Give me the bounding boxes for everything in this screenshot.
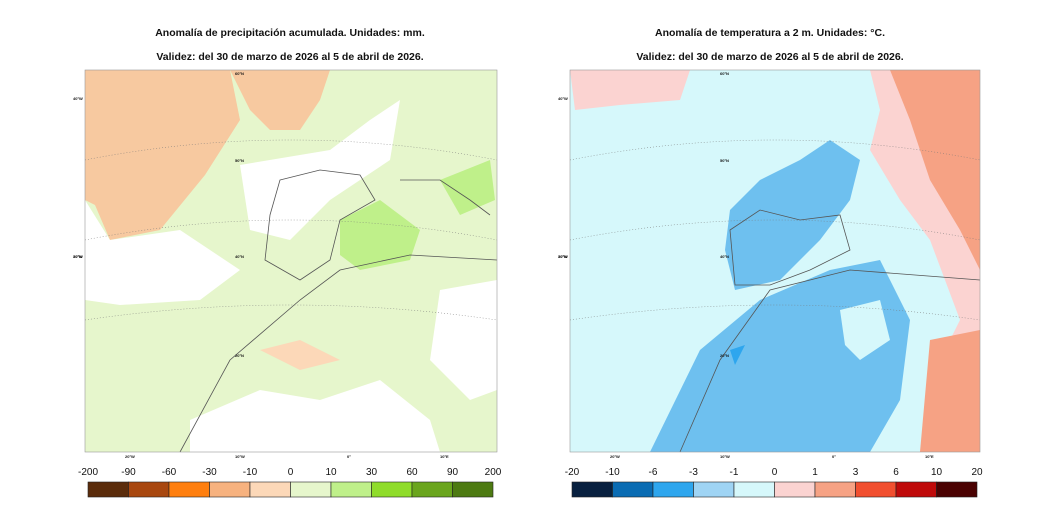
colorbar-swatch	[652, 481, 694, 498]
colorbar-label: -200	[78, 467, 98, 478]
subtitle: Validez: del 30 de marzo de 2026 al 5 de…	[156, 51, 423, 63]
colorbar-swatch	[855, 481, 897, 498]
colorbar-label: 0	[288, 467, 294, 478]
colorbar-label: 3	[853, 467, 859, 478]
colorbar-label: 200	[485, 467, 502, 478]
colorbar-swatch	[571, 481, 613, 498]
grid-label: 50°N	[720, 158, 729, 163]
colorbar-label: -30	[202, 467, 217, 478]
grid-label: 20°N	[720, 353, 729, 358]
graticule	[84, 139, 498, 321]
title: Anomalía de precipitación acumulada. Uni…	[155, 27, 425, 39]
colorbar-swatch	[452, 481, 494, 498]
colorbar-label: -1	[730, 467, 739, 478]
title: Anomalía de temperatura a 2 m. Unidades:…	[655, 27, 885, 39]
colorbar-swatch	[209, 481, 251, 498]
colorbar-swatch	[168, 481, 210, 498]
map-frame	[84, 69, 498, 453]
grid-label: 10°E	[925, 454, 934, 459]
colorbar-label: 30	[366, 467, 378, 478]
grid-label: 0°	[832, 454, 836, 459]
map-frame	[569, 69, 981, 453]
coastline	[264, 169, 491, 281]
colorbar-label: -3	[689, 467, 698, 478]
warm-area	[920, 330, 980, 452]
colorbar-swatch	[612, 481, 654, 498]
cold-area	[650, 260, 910, 452]
colorbar-label: 60	[406, 467, 418, 478]
grid-label: 40°N	[235, 254, 244, 259]
warm-area	[570, 70, 690, 110]
colorbar-swatch	[733, 481, 775, 498]
colorbar-label: -60	[162, 467, 177, 478]
cold-area	[725, 140, 860, 290]
grid-label: 40°W	[73, 96, 83, 101]
colorbar-label: 90	[447, 467, 459, 478]
colorbar-label: -20	[565, 467, 580, 478]
grid-label: 10°W	[235, 454, 245, 459]
colorbar-swatch	[895, 481, 937, 498]
warm-area	[890, 70, 980, 270]
coastline	[679, 209, 981, 453]
grid-label: 20°N	[235, 353, 244, 358]
grid-label: 40°N	[720, 254, 729, 259]
grid-label: 30°W	[73, 254, 83, 259]
colorbar-swatch	[128, 481, 170, 498]
grid-label: 60°N	[235, 71, 244, 76]
colorbar-label: 1	[812, 467, 818, 478]
precip-map	[84, 69, 498, 453]
grid-label: 60°N	[720, 71, 729, 76]
grid-label: 0°	[347, 454, 351, 459]
coastline	[179, 254, 498, 453]
subtitle: Validez: del 30 de marzo de 2026 al 5 de…	[636, 51, 903, 63]
colorbar-swatch	[814, 481, 856, 498]
grid-label: 20°W	[610, 454, 620, 459]
temperature-map	[569, 69, 981, 453]
colorbar-swatch	[774, 481, 816, 498]
dry-area	[230, 70, 330, 130]
grid-label: 30°N	[558, 254, 567, 259]
colorbar-swatch	[693, 481, 735, 498]
grid-label: 30°W	[558, 254, 568, 259]
mild-area	[840, 300, 890, 360]
dry-area	[85, 70, 240, 240]
grid-label: 10°W	[720, 454, 730, 459]
grid-label: 50°N	[235, 158, 244, 163]
dry-area	[260, 340, 340, 370]
grid-label: 10°E	[440, 454, 449, 459]
cold-core	[730, 345, 745, 365]
colorbar-label: 0	[772, 467, 778, 478]
grid-label: 40°W	[558, 96, 568, 101]
wet-area	[440, 160, 495, 215]
colorbar-label: 20	[971, 467, 983, 478]
colorbar-label: -90	[121, 467, 136, 478]
colorbar-label: -6	[649, 467, 658, 478]
colorbar-swatch	[371, 481, 413, 498]
colorbar-label: -10	[605, 467, 620, 478]
colorbar-label: 10	[931, 467, 943, 478]
colorbar-swatch	[936, 481, 978, 498]
colorbar-swatch	[330, 481, 372, 498]
colorbar-label: 10	[325, 467, 337, 478]
wet-area	[340, 200, 420, 270]
colorbar-swatch	[290, 481, 332, 498]
grid-label: 30°N	[73, 254, 82, 259]
no-anomaly	[430, 280, 497, 400]
colorbar-label: 6	[893, 467, 899, 478]
grid-label: 20°W	[125, 454, 135, 459]
colorbar-swatch	[87, 481, 129, 498]
colorbar-label: -10	[243, 467, 258, 478]
colorbar-swatch	[411, 481, 453, 498]
colorbar-swatch	[249, 481, 291, 498]
no-anomaly	[85, 200, 240, 305]
no-anomaly	[190, 380, 440, 452]
